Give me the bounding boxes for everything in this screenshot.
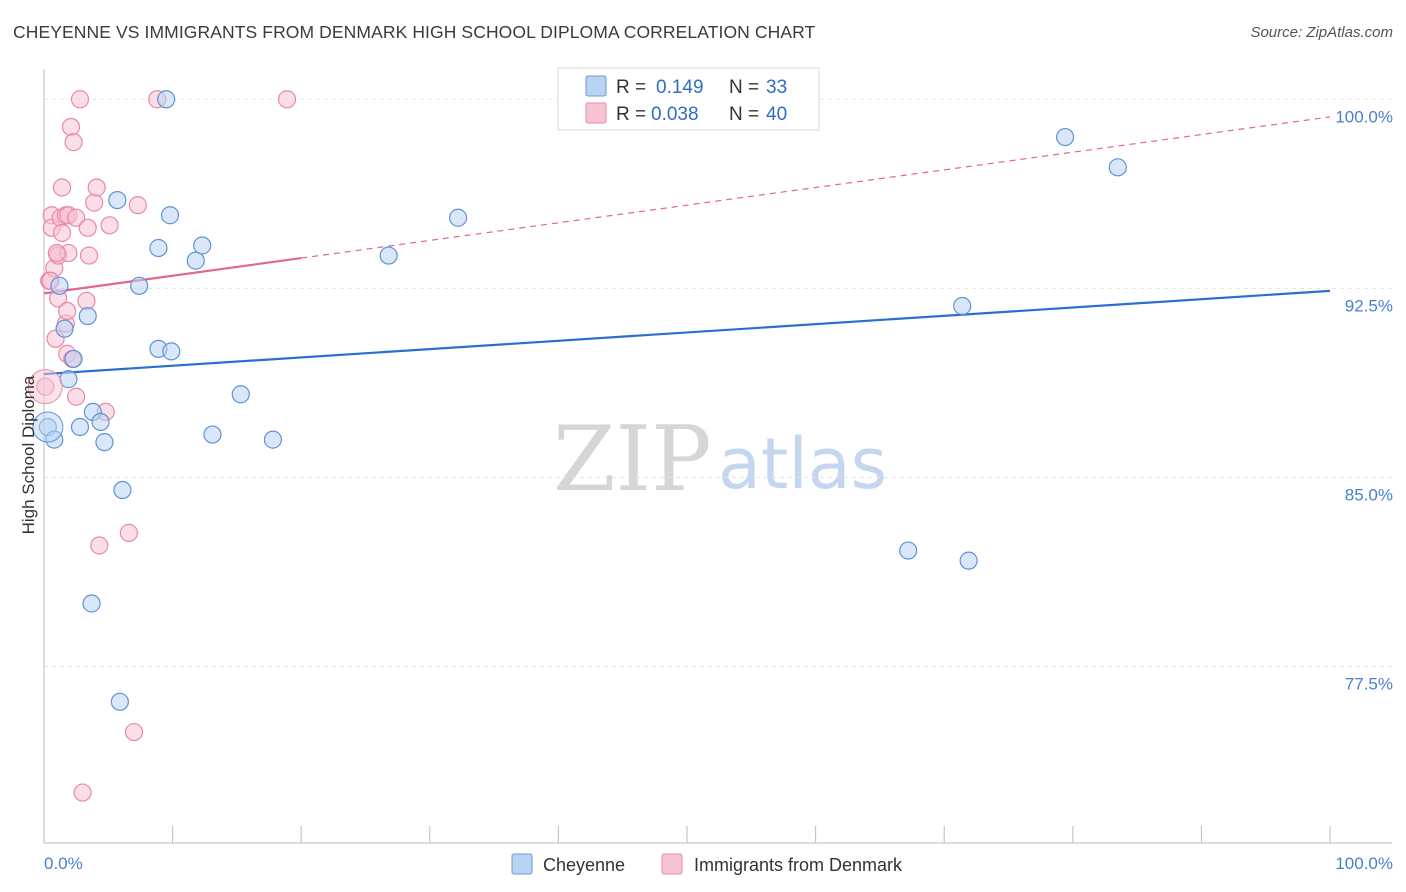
denmark-trend-line-extension <box>301 116 1331 259</box>
cheyenne-point <box>263 430 283 449</box>
x-tick-label: 0.0% <box>44 854 83 873</box>
cheyenne-point <box>203 425 222 444</box>
denmark-point <box>79 246 99 265</box>
denmark-point <box>77 291 96 311</box>
y-tick-label: 100.0% <box>1335 107 1393 126</box>
denmark-point <box>277 90 297 109</box>
cheyenne-point <box>32 411 64 443</box>
y-tick-labels: 77.5% 85.0% 92.5% 100.0% <box>1335 107 1393 693</box>
cheyenne-point <box>55 319 74 338</box>
stats-legend: R = 0.149 N = 33 R = 0.038 N = 40 <box>557 67 820 131</box>
cheyenne-point <box>110 692 129 711</box>
denmark-point <box>124 722 144 742</box>
denmark-point <box>87 178 106 197</box>
legend-r-label-cheyenne: R = <box>616 77 646 98</box>
series-legend-swatch-cheyenne <box>511 853 533 875</box>
cheyenne-point <box>379 246 398 265</box>
chart-title: CHEYENNE VS IMMIGRANTS FROM DENMARK HIGH… <box>13 22 816 42</box>
legend-r-label-denmark: R = <box>616 104 646 125</box>
cheyenne-point <box>899 541 918 560</box>
cheyenne-point <box>95 433 114 452</box>
denmark-point <box>58 301 77 321</box>
legend-n-value-cheyenne: 33 <box>766 77 787 98</box>
cheyenne-point <box>50 276 69 295</box>
denmark-point <box>78 218 97 237</box>
watermark-zip: ZIP <box>553 407 712 512</box>
cheyenne-point <box>78 306 97 326</box>
cheyenne-point <box>70 417 90 437</box>
y-tick-label: 77.5% <box>1345 675 1393 694</box>
cheyenne-point <box>448 208 468 227</box>
series-legend-label-cheyenne: Cheyenne <box>543 855 625 875</box>
denmark-point <box>67 208 86 227</box>
cheyenne-point <box>108 191 127 210</box>
x-tick-labels: 0.0% 100.0% <box>44 854 1393 873</box>
cheyenne-trend-line <box>43 289 1331 376</box>
denmark-point <box>90 536 109 555</box>
cheyenne-point <box>1108 158 1127 177</box>
grid-lines <box>44 98 1392 668</box>
y-axis-label: High School Diploma <box>19 375 38 534</box>
denmark-point <box>128 196 147 215</box>
chart-source: Source: ZipAtlas.com <box>1250 24 1393 41</box>
denmark-point <box>73 783 92 802</box>
denmark-point <box>67 387 86 406</box>
legend-swatch-denmark <box>585 102 607 124</box>
denmark-point <box>70 90 90 109</box>
data-points <box>27 90 1127 802</box>
cheyenne-point <box>64 349 83 369</box>
cheyenne-point <box>91 412 110 432</box>
series-legend-label-denmark: Immigrants from Denmark <box>694 855 903 875</box>
denmark-trend-line <box>43 256 302 295</box>
cheyenne-point <box>82 594 101 613</box>
watermark-atlas: atlas <box>718 423 887 505</box>
legend-n-value-denmark: 40 <box>766 104 787 125</box>
cheyenne-point <box>113 480 132 500</box>
cheyenne-point <box>130 276 149 295</box>
cheyenne-point <box>231 385 250 404</box>
denmark-point <box>27 369 63 405</box>
denmark-point <box>61 117 81 137</box>
cheyenne-point <box>193 236 212 255</box>
cheyenne-point <box>149 238 168 258</box>
cheyenne-point <box>953 296 972 316</box>
cheyenne-point <box>157 90 176 109</box>
denmark-point <box>64 133 83 152</box>
denmark-point <box>52 223 72 242</box>
legend-r-value-cheyenne: 0.149 <box>656 77 704 98</box>
y-tick-label: 92.5% <box>1345 296 1393 315</box>
trend-lines <box>43 116 1331 376</box>
denmark-point <box>47 243 66 263</box>
cheyenne-point <box>186 251 205 270</box>
cheyenne-point <box>959 551 978 570</box>
cheyenne-point <box>162 342 181 361</box>
series-legend-swatch-denmark <box>661 853 683 875</box>
x-tick-label: 100.0% <box>1335 854 1393 873</box>
cheyenne-point <box>160 206 180 225</box>
denmark-point <box>119 523 138 542</box>
denmark-point <box>52 178 72 197</box>
legend-r-value-denmark: 0.038 <box>651 104 699 125</box>
series-legend: Cheyenne Immigrants from Denmark <box>511 853 903 875</box>
denmark-point <box>85 193 104 212</box>
legend-n-label-denmark: N = <box>729 104 759 125</box>
legend-n-label-cheyenne: N = <box>729 77 759 98</box>
axes <box>43 69 1392 844</box>
legend-swatch-cheyenne <box>585 75 607 97</box>
denmark-point <box>100 216 119 235</box>
cheyenne-point <box>1055 127 1075 147</box>
y-tick-label: 85.0% <box>1345 485 1393 504</box>
